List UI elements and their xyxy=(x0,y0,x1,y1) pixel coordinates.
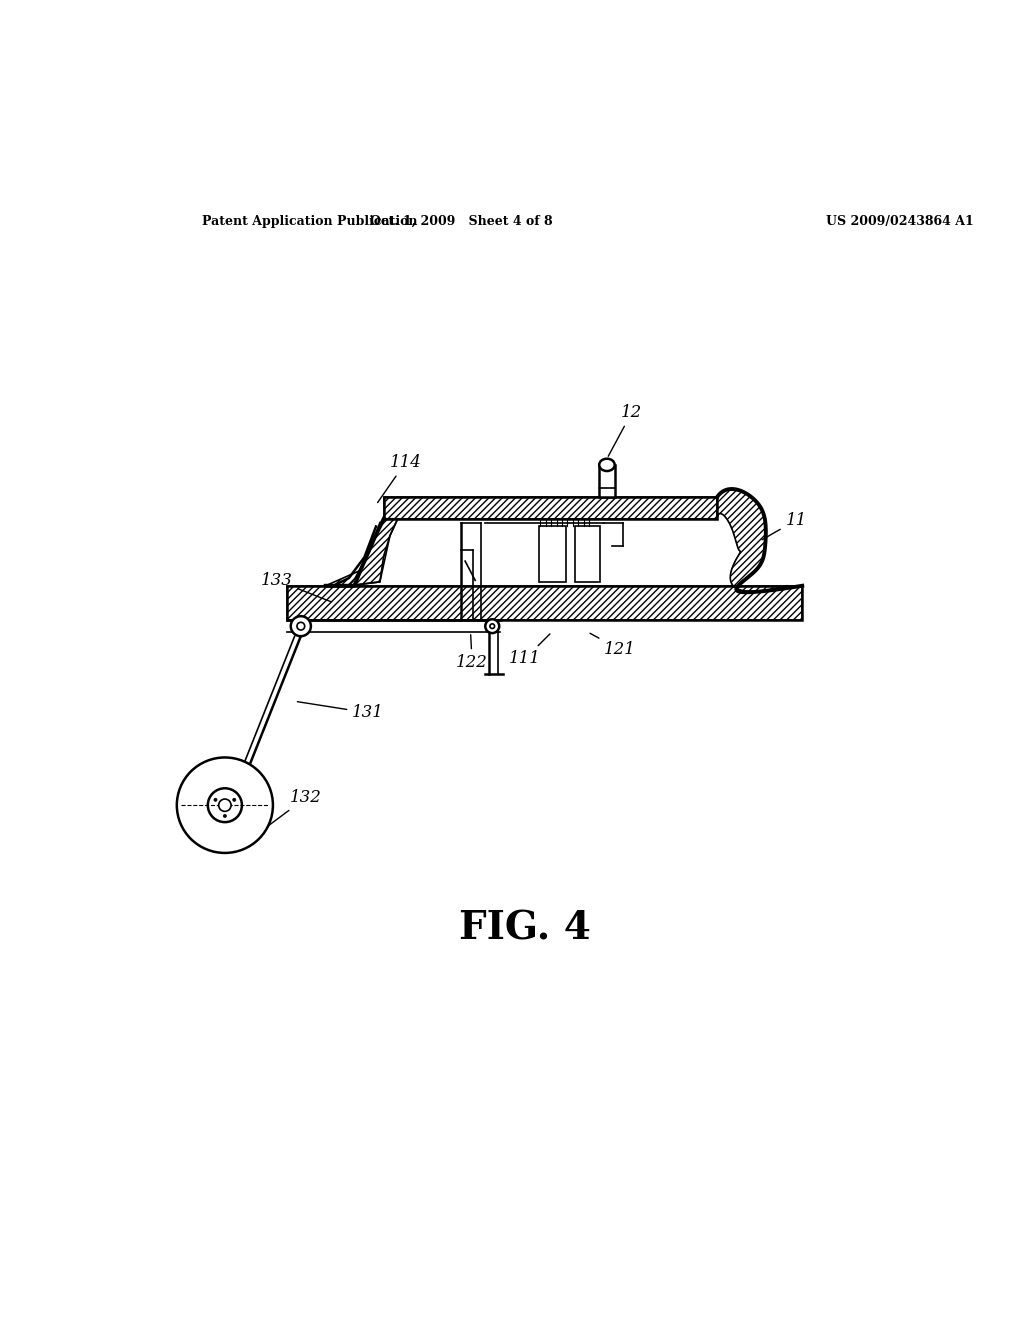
Circle shape xyxy=(214,799,217,801)
Bar xyxy=(539,527,566,582)
Text: 122: 122 xyxy=(456,635,488,672)
Circle shape xyxy=(208,788,242,822)
Circle shape xyxy=(177,758,273,853)
Text: 132: 132 xyxy=(262,789,323,830)
Bar xyxy=(384,498,717,519)
Circle shape xyxy=(485,619,500,634)
Text: 131: 131 xyxy=(297,702,384,721)
Circle shape xyxy=(223,814,226,817)
Bar xyxy=(384,498,717,519)
Circle shape xyxy=(489,624,495,628)
Bar xyxy=(287,586,802,620)
Text: Oct. 1, 2009   Sheet 4 of 8: Oct. 1, 2009 Sheet 4 of 8 xyxy=(370,215,553,228)
Circle shape xyxy=(297,622,305,630)
Text: FIG. 4: FIG. 4 xyxy=(459,909,591,948)
Circle shape xyxy=(232,799,236,801)
Text: Patent Application Publication: Patent Application Publication xyxy=(202,215,417,228)
Ellipse shape xyxy=(599,459,614,471)
Text: 11: 11 xyxy=(762,512,807,540)
Text: 12: 12 xyxy=(608,404,642,457)
Text: 111: 111 xyxy=(509,634,550,668)
Circle shape xyxy=(291,616,311,636)
Bar xyxy=(575,527,600,582)
Text: 121: 121 xyxy=(590,634,636,659)
Text: 114: 114 xyxy=(378,454,422,503)
Circle shape xyxy=(219,799,231,812)
Bar xyxy=(599,465,614,498)
Text: US 2009/0243864 A1: US 2009/0243864 A1 xyxy=(825,215,973,228)
Bar xyxy=(287,586,802,620)
Text: 133: 133 xyxy=(261,572,331,602)
